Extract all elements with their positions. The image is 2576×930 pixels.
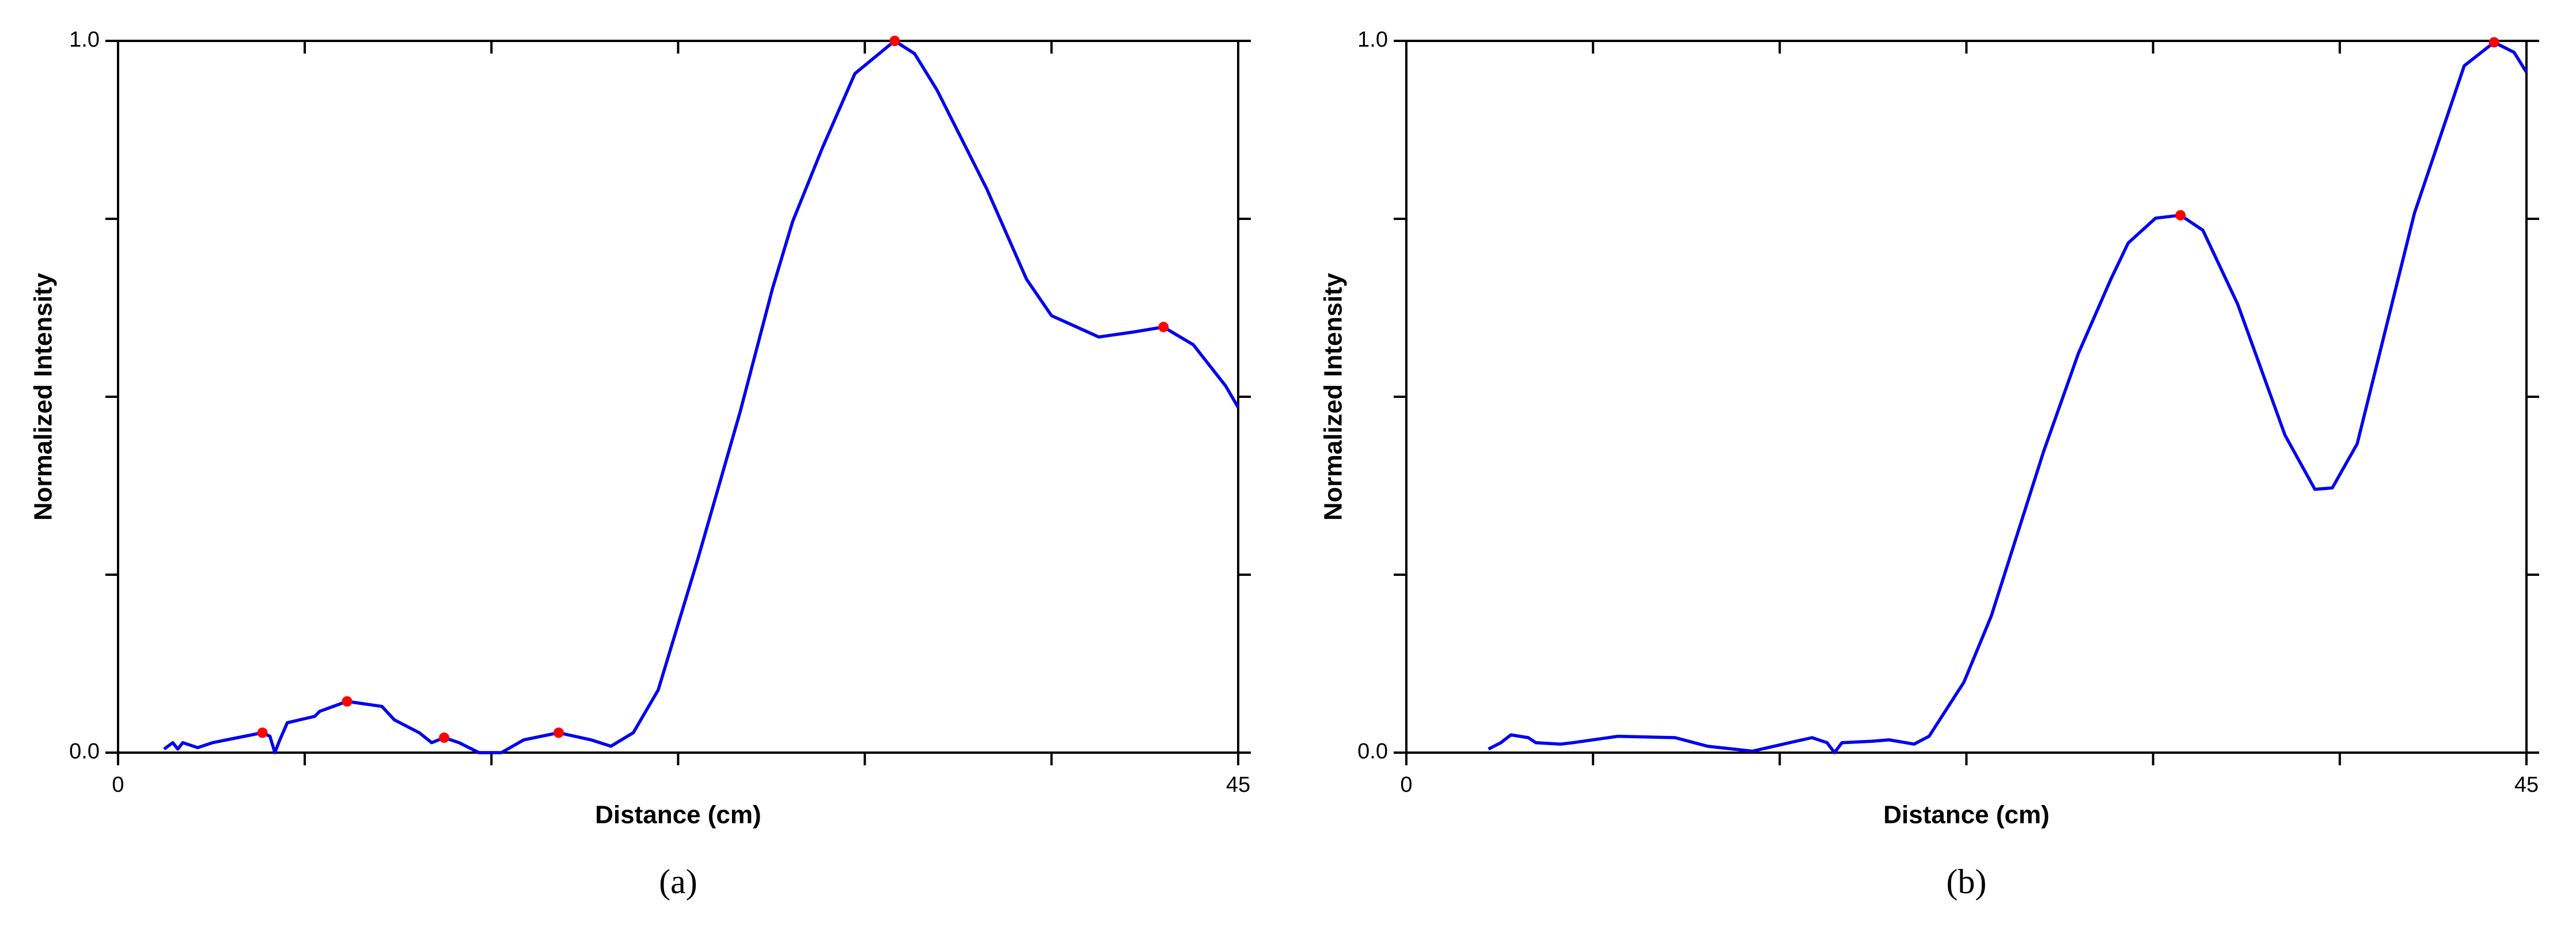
plot-frame	[117, 40, 1239, 754]
y-tick-label: 1.0	[1357, 28, 1388, 52]
intensity-line	[1488, 40, 2528, 754]
caption: (a)	[659, 863, 697, 901]
y-axis-title: Normalized Intensity	[29, 272, 58, 521]
peak-marker	[257, 727, 268, 738]
plot-frame	[1405, 40, 2528, 754]
peak-marker	[1158, 321, 1169, 332]
y-axis-title: Normalized Intensity	[1319, 272, 1348, 521]
x-tick-label: 0	[112, 773, 124, 797]
x-tick-label: 45	[2514, 773, 2539, 797]
intensity-line	[163, 39, 1240, 754]
caption: (b)	[1947, 863, 1987, 901]
peak-marker	[2488, 37, 2499, 48]
peak-marker	[553, 727, 564, 738]
x-axis-title: Distance (cm)	[1883, 801, 2050, 829]
y-tick-label: 0.0	[69, 739, 100, 764]
peak-marker	[439, 732, 450, 743]
y-tick-label: 1.0	[69, 28, 100, 52]
x-tick-label: 45	[1226, 773, 1250, 797]
x-axis-title: Distance (cm)	[595, 801, 761, 829]
x-tick-label: 0	[1400, 773, 1412, 797]
y-tick-label: 0.0	[1357, 739, 1388, 764]
peak-marker	[342, 696, 352, 707]
peak-marker	[2175, 210, 2186, 221]
peak-marker	[889, 36, 900, 46]
